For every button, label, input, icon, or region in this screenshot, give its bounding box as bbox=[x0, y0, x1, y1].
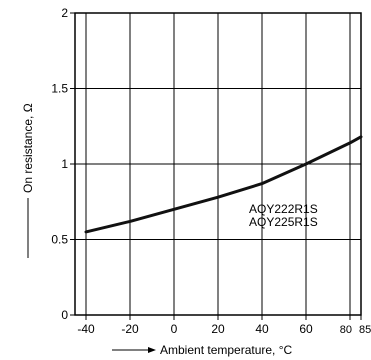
y-tick-label: 1.5 bbox=[51, 82, 68, 96]
x-axis-arrow-head bbox=[148, 347, 156, 353]
y-axis-title: On resistance, Ω bbox=[21, 103, 35, 193]
grid bbox=[75, 13, 361, 315]
x-tick-label: 85 bbox=[359, 324, 371, 336]
y-tick-label: 0 bbox=[61, 308, 68, 322]
x-tick-label: 80 bbox=[340, 324, 352, 336]
x-tick-label: -20 bbox=[121, 322, 139, 336]
x-tick-label: 20 bbox=[211, 322, 225, 336]
annotation-aqy225r1s: AQY225R1S bbox=[249, 215, 318, 229]
x-tick-label: 60 bbox=[299, 322, 313, 336]
x-ticks: -40 -20 0 20 40 60 80 85 bbox=[77, 315, 371, 336]
y-tick-label: 2 bbox=[61, 6, 68, 20]
x-tick-label: 40 bbox=[255, 322, 269, 336]
y-tick-label: 0.5 bbox=[51, 233, 68, 247]
y-ticks: 0 0.5 1 1.5 2 bbox=[51, 6, 75, 322]
x-tick-label: -40 bbox=[77, 322, 95, 336]
y-tick-label: 1 bbox=[61, 157, 68, 171]
annotation-aqy222r1s: AQY222R1S bbox=[249, 202, 318, 216]
x-tick-label: 0 bbox=[171, 322, 178, 336]
x-axis-title: Ambient temperature, °C bbox=[160, 343, 293, 357]
series-line bbox=[84, 135, 363, 234]
